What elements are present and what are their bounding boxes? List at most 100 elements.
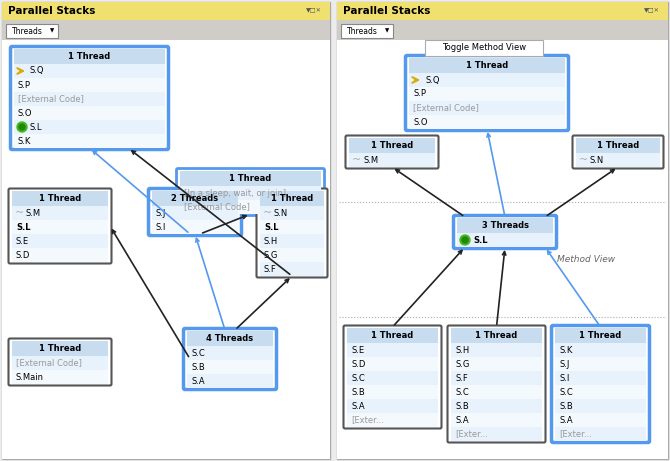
Bar <box>260 220 324 234</box>
Text: ~: ~ <box>579 155 588 165</box>
Bar <box>341 24 393 38</box>
Bar <box>180 200 321 214</box>
Bar <box>260 248 324 262</box>
Text: [Exter...: [Exter... <box>351 415 384 425</box>
FancyBboxPatch shape <box>572 136 663 169</box>
FancyBboxPatch shape <box>9 189 111 264</box>
Text: Method View: Method View <box>557 255 615 264</box>
Text: S.M: S.M <box>26 208 41 218</box>
Circle shape <box>19 124 25 130</box>
FancyBboxPatch shape <box>346 136 438 169</box>
Bar <box>576 153 660 167</box>
Bar <box>347 413 438 427</box>
Bar <box>451 328 542 343</box>
Text: S.O: S.O <box>413 118 427 126</box>
Bar <box>14 106 165 120</box>
Text: S.L: S.L <box>30 123 42 131</box>
Text: S.B: S.B <box>351 388 364 396</box>
Bar <box>12 341 108 356</box>
Text: ▼: ▼ <box>50 29 54 34</box>
Text: [In a sleep, wait, or join]: [In a sleep, wait, or join] <box>184 189 286 197</box>
Text: S.I: S.I <box>156 223 166 231</box>
Text: S.D: S.D <box>351 360 365 368</box>
Bar <box>451 427 542 441</box>
Bar <box>451 399 542 413</box>
Text: [Exter...: [Exter... <box>455 430 488 438</box>
Text: S.A: S.A <box>351 402 364 410</box>
Bar <box>555 399 646 413</box>
Bar <box>349 153 435 167</box>
Text: S.Q: S.Q <box>30 66 44 76</box>
Bar <box>555 427 646 441</box>
Text: 1 Thread: 1 Thread <box>39 194 81 203</box>
Text: S.C: S.C <box>351 373 364 383</box>
Bar <box>451 343 542 357</box>
Bar <box>187 374 273 388</box>
Text: Parallel Stacks: Parallel Stacks <box>343 6 430 16</box>
Bar <box>14 64 165 78</box>
Bar <box>12 220 108 234</box>
Text: Toggle Method View: Toggle Method View <box>442 43 526 53</box>
Text: ▼□✕: ▼□✕ <box>644 8 660 13</box>
Bar <box>12 356 108 370</box>
Text: S.P: S.P <box>413 89 426 99</box>
Text: 1 Thread: 1 Thread <box>68 52 111 61</box>
Bar <box>14 134 165 148</box>
Bar <box>555 343 646 357</box>
Text: [External Code]: [External Code] <box>16 359 82 367</box>
Text: S.M: S.M <box>363 155 378 165</box>
Bar <box>349 138 435 153</box>
Bar <box>451 413 542 427</box>
FancyBboxPatch shape <box>176 169 324 215</box>
Text: ▼□✕: ▼□✕ <box>306 8 322 13</box>
Text: S.Main: S.Main <box>16 372 44 382</box>
Bar <box>14 78 165 92</box>
Bar <box>2 2 330 20</box>
Bar <box>187 346 273 360</box>
Text: 1 Thread: 1 Thread <box>39 344 81 353</box>
Text: [External Code]: [External Code] <box>184 202 250 212</box>
Text: S.E: S.E <box>351 345 364 355</box>
FancyBboxPatch shape <box>454 215 557 248</box>
Text: S.C: S.C <box>455 388 469 396</box>
Text: 3 Threads: 3 Threads <box>482 221 529 230</box>
Text: ▼: ▼ <box>385 29 389 34</box>
Text: S.N: S.N <box>590 155 604 165</box>
Text: S.F: S.F <box>264 265 277 273</box>
Text: [External Code]: [External Code] <box>413 104 479 112</box>
Text: S.B: S.B <box>191 362 205 372</box>
Bar <box>555 357 646 371</box>
Bar <box>14 49 165 64</box>
Bar <box>152 206 238 220</box>
Bar <box>347 343 438 357</box>
Text: Threads: Threads <box>12 26 43 35</box>
Bar <box>260 234 324 248</box>
FancyBboxPatch shape <box>448 325 545 443</box>
Bar <box>555 371 646 385</box>
Text: 1 Thread: 1 Thread <box>271 194 313 203</box>
Text: S.A: S.A <box>191 377 204 385</box>
Text: S.E: S.E <box>16 236 29 246</box>
Text: S.A: S.A <box>559 415 573 425</box>
Bar <box>260 191 324 206</box>
Bar <box>457 233 553 247</box>
Text: S.A: S.A <box>455 415 468 425</box>
Text: S.N: S.N <box>274 208 288 218</box>
Bar <box>555 413 646 427</box>
Text: S.J: S.J <box>156 208 166 218</box>
Text: 1 Thread: 1 Thread <box>371 331 413 340</box>
Bar <box>555 385 646 399</box>
Bar <box>14 92 165 106</box>
Bar <box>187 360 273 374</box>
Bar <box>451 385 542 399</box>
Bar <box>409 58 565 73</box>
Bar <box>425 40 543 56</box>
Circle shape <box>460 235 470 245</box>
Text: S.B: S.B <box>559 402 573 410</box>
Text: Threads: Threads <box>347 26 378 35</box>
FancyBboxPatch shape <box>344 325 442 429</box>
Bar <box>451 371 542 385</box>
FancyBboxPatch shape <box>551 325 649 443</box>
Text: [External Code]: [External Code] <box>18 95 84 104</box>
Bar <box>12 234 108 248</box>
